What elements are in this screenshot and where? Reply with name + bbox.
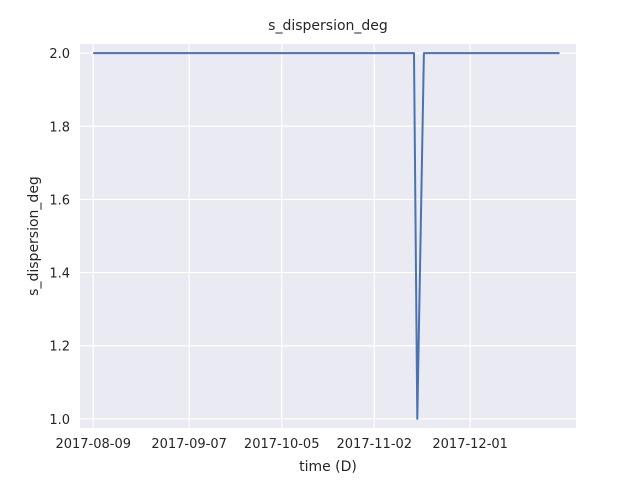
y-axis-label: s_dispersion_deg [26, 176, 42, 296]
x-axis-label: time (D) [299, 459, 357, 475]
x-tick-label: 2017-12-01 [432, 437, 508, 452]
x-tick-label: 2017-08-09 [55, 437, 131, 452]
plot-area [80, 44, 576, 428]
chart-title: s_dispersion_deg [268, 18, 388, 34]
y-tick-label: 2.0 [49, 47, 70, 62]
y-tick-label: 1.6 [49, 193, 70, 208]
x-tick-label: 2017-11-02 [337, 437, 413, 452]
y-tick-label: 1.2 [49, 340, 70, 355]
y-tick-label: 1.0 [49, 413, 70, 428]
y-tick-label: 1.4 [49, 267, 70, 282]
series-line [93, 52, 560, 420]
y-tick-label: 1.8 [49, 120, 70, 135]
y-axis-ticks: 1.0 1.2 1.4 1.6 1.8 2.0 [49, 47, 70, 428]
x-axis-ticks: 2017-08-09 2017-09-07 2017-10-05 2017-11-02… [55, 437, 508, 452]
x-tick-label: 2017-10-05 [244, 437, 320, 452]
series-layer [93, 52, 560, 420]
x-tick-label: 2017-09-07 [151, 437, 227, 452]
